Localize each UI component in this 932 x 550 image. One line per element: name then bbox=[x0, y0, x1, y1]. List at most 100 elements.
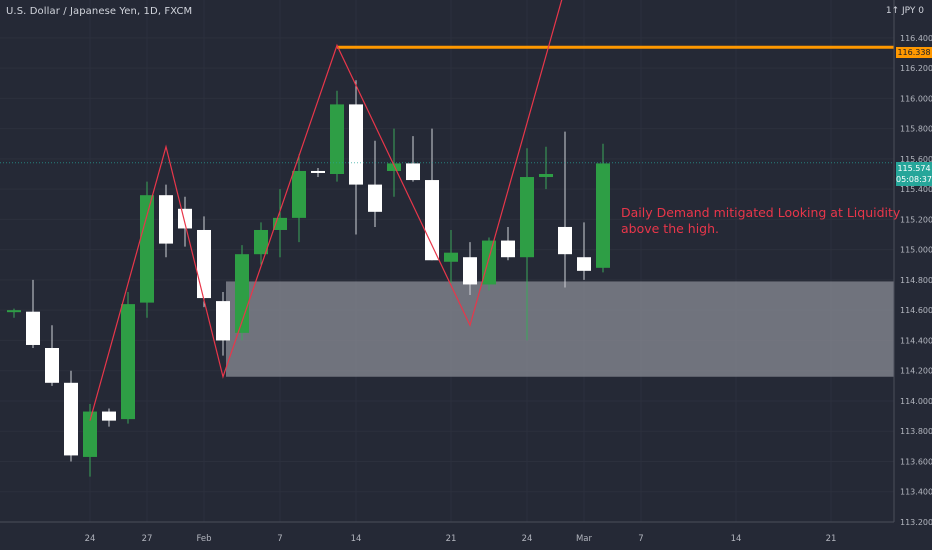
candle-body bbox=[83, 411, 97, 457]
candle-body bbox=[178, 208, 192, 229]
candle-body bbox=[368, 184, 382, 212]
candle[interactable] bbox=[292, 154, 306, 243]
currency-label[interactable]: 1↑ JPY 0 bbox=[885, 6, 924, 16]
candle[interactable] bbox=[368, 140, 382, 227]
price-tick-label: 114.000 bbox=[900, 397, 932, 406]
candle[interactable] bbox=[7, 308, 21, 318]
candle-body bbox=[482, 240, 496, 285]
annotation-line-2: above the high. bbox=[621, 221, 720, 236]
price-tick-label: 116.200 bbox=[900, 64, 932, 73]
candle[interactable] bbox=[64, 370, 78, 462]
candle[interactable] bbox=[482, 237, 496, 291]
price-tick-label: 113.600 bbox=[900, 457, 932, 466]
candle-body bbox=[577, 257, 591, 271]
candle[interactable] bbox=[596, 143, 610, 273]
price-tick-label: 113.400 bbox=[900, 488, 932, 497]
zigzag-path bbox=[89, 0, 563, 421]
price-tick-label: 114.200 bbox=[900, 367, 932, 376]
candle-body bbox=[64, 382, 78, 456]
candle[interactable] bbox=[197, 216, 211, 308]
time-tick-label: 27 bbox=[142, 534, 153, 544]
candle[interactable] bbox=[520, 148, 534, 341]
time-axis[interactable]: 24 27 Feb 7 14 21 24 Mar 7 14 21 bbox=[85, 534, 837, 544]
price-tick-label: 114.400 bbox=[900, 336, 932, 345]
time-tick-label: 7 bbox=[638, 534, 643, 544]
annotation-line-1: Daily Demand mitigated Looking at Liquid… bbox=[621, 205, 901, 220]
candle[interactable] bbox=[425, 128, 439, 261]
candle[interactable] bbox=[102, 408, 116, 427]
candles bbox=[7, 80, 610, 477]
candle-body bbox=[406, 163, 420, 181]
last-price-tag: 115.574 05:08:37 bbox=[896, 162, 932, 186]
candle-body bbox=[102, 411, 116, 421]
candle-body bbox=[197, 229, 211, 299]
candle[interactable] bbox=[83, 403, 97, 477]
candle-body bbox=[7, 310, 21, 313]
candle-body bbox=[501, 240, 515, 258]
time-tick-label: Mar bbox=[576, 534, 593, 544]
candle[interactable] bbox=[444, 229, 458, 283]
candle-body bbox=[463, 257, 477, 285]
candle-body bbox=[45, 348, 59, 383]
candle-body bbox=[26, 311, 40, 345]
symbol-title: U.S. Dollar / Japanese Yen, 1D, FXCM bbox=[6, 6, 193, 17]
candle[interactable] bbox=[45, 325, 59, 386]
candle[interactable] bbox=[26, 279, 40, 348]
candle[interactable] bbox=[235, 245, 249, 341]
price-tick-label: 115.800 bbox=[900, 125, 932, 134]
candle[interactable] bbox=[539, 146, 553, 190]
candle[interactable] bbox=[216, 292, 230, 356]
price-tick-label: 116.000 bbox=[900, 94, 932, 103]
time-tick-label: 7 bbox=[277, 534, 282, 544]
candle-body bbox=[159, 195, 173, 244]
candle[interactable] bbox=[311, 167, 325, 178]
candle-body bbox=[539, 174, 553, 178]
price-tick-label: 113.200 bbox=[900, 518, 932, 527]
candle[interactable] bbox=[463, 242, 477, 296]
candle[interactable] bbox=[121, 292, 135, 424]
candle-body bbox=[311, 170, 325, 173]
zigzag-drawing[interactable] bbox=[89, 0, 576, 421]
time-tick-label: 21 bbox=[826, 534, 837, 544]
demand-zone bbox=[226, 281, 894, 377]
candle-body bbox=[121, 304, 135, 420]
candle-body bbox=[235, 254, 249, 333]
candle[interactable] bbox=[577, 222, 591, 280]
candle-body bbox=[330, 104, 344, 174]
candle-body bbox=[425, 180, 439, 261]
time-tick-label: 14 bbox=[351, 534, 362, 544]
last-price-value: 115.574 bbox=[897, 164, 931, 173]
price-tick-label: 114.800 bbox=[900, 276, 932, 285]
annotation-text[interactable]: Daily Demand mitigated Looking at Liquid… bbox=[621, 205, 900, 237]
candle-body bbox=[349, 104, 363, 185]
price-tick-label: 115.600 bbox=[900, 155, 932, 164]
candle[interactable] bbox=[558, 131, 572, 288]
price-axis[interactable]: 113.200 113.400 113.600 113.800 114.000 114.2… bbox=[900, 34, 932, 527]
candle[interactable] bbox=[254, 222, 268, 265]
candle[interactable] bbox=[330, 90, 344, 182]
candle-body bbox=[520, 177, 534, 258]
candle-body bbox=[558, 226, 572, 255]
price-tick-label: 115.000 bbox=[900, 246, 932, 255]
price-tick-label: 116.400 bbox=[900, 34, 932, 43]
candle[interactable] bbox=[140, 181, 154, 318]
candle-body bbox=[140, 195, 154, 303]
candle-body bbox=[292, 170, 306, 218]
price-tick-label: 113.800 bbox=[900, 427, 932, 436]
bar-countdown: 05:08:37 bbox=[896, 175, 932, 184]
candle[interactable] bbox=[501, 226, 515, 261]
time-tick-label: 21 bbox=[446, 534, 457, 544]
candle[interactable] bbox=[349, 80, 363, 235]
candle-body bbox=[254, 229, 268, 255]
candle-body bbox=[216, 301, 230, 341]
resistance-price-tag: 116.338 bbox=[896, 47, 932, 58]
time-tick-label: 24 bbox=[85, 534, 96, 544]
candle-body bbox=[387, 163, 401, 171]
price-tick-label: 114.600 bbox=[900, 306, 932, 315]
price-tick-label: 115.200 bbox=[900, 215, 932, 224]
candle-body bbox=[444, 252, 458, 262]
candle[interactable] bbox=[159, 184, 173, 258]
candle[interactable] bbox=[406, 136, 420, 182]
candle[interactable] bbox=[273, 189, 287, 258]
